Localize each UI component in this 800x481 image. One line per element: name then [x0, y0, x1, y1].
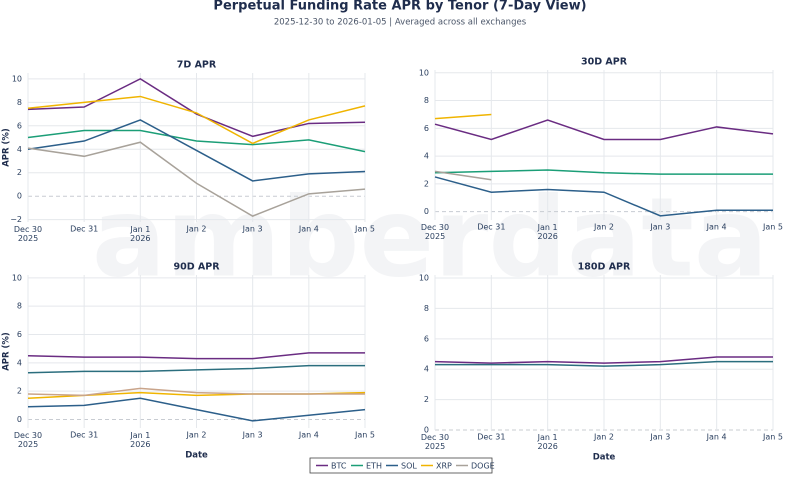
x-tick-label: Jan 4 [706, 433, 727, 442]
legend-label: BTC [331, 462, 347, 471]
x-tick-label: Jan 3 [242, 431, 263, 440]
series-line [434, 170, 492, 181]
y-tick-label: 2 [424, 395, 429, 404]
panel-title: 90D APR [173, 262, 220, 273]
chart-title: Perpetual Funding Rate APR by Tenor (7-D… [213, 0, 586, 14]
y-tick-label: −2 [10, 215, 22, 224]
x-tick-label: Jan 1 2026 [129, 225, 150, 243]
x-tick-label: Jan 4 [706, 223, 727, 232]
y-axis-label: APR (%) [2, 128, 12, 167]
series-line [434, 176, 773, 217]
x-tick-label: Jan 3 [649, 223, 670, 232]
panel-title: 180D APR [578, 262, 631, 273]
y-tick-label: 2 [17, 387, 22, 396]
series-line [27, 119, 366, 182]
y-tick-label: 8 [17, 302, 22, 311]
x-tick-label: Jan 2 [186, 225, 207, 234]
x-tick-label: Dec 31 [70, 431, 98, 440]
x-tick-label: Jan 3 [649, 433, 670, 442]
x-tick-label: Jan 2 [186, 431, 207, 440]
x-tick-label: Jan 4 [298, 431, 319, 440]
legend-label: DOGE [471, 462, 495, 471]
x-tick-label: Jan 5 [354, 225, 375, 234]
series-line [27, 78, 366, 138]
y-tick-label: 4 [424, 152, 429, 161]
x-tick-label: Dec 30 2025 [421, 433, 449, 451]
series-line [27, 95, 366, 145]
y-tick-label: 4 [17, 145, 22, 154]
y-tick-label: 2 [17, 168, 22, 177]
x-tick-label: Jan 4 [298, 225, 319, 234]
y-tick-label: 6 [17, 330, 22, 339]
x-tick-label: Dec 30 2025 [14, 431, 42, 449]
y-tick-label: 0 [424, 207, 429, 216]
series-line [27, 129, 366, 153]
x-tick-label: Jan 1 2026 [129, 431, 150, 449]
y-tick-label: 0 [17, 415, 22, 424]
x-tick-label: Dec 31 [70, 225, 98, 234]
x-tick-label: Jan 2 [593, 223, 614, 232]
y-tick-label: 6 [17, 121, 22, 130]
y-tick-label: 8 [424, 96, 429, 105]
y-axis-label: APR (%) [2, 332, 12, 371]
chart-subtitle: 2025-12-30 to 2026-01-05 | Averaged acro… [274, 18, 527, 28]
x-tick-label: Jan 1 2026 [537, 433, 558, 451]
series-line [434, 119, 774, 141]
y-tick-label: 6 [424, 334, 429, 343]
series-line [27, 364, 365, 374]
x-tick-label: Jan 2 [593, 433, 614, 442]
y-tick-label: 10 [12, 74, 22, 83]
legend-box [309, 457, 493, 474]
y-tick-label: 0 [424, 426, 429, 435]
y-tick-label: 10 [419, 68, 429, 77]
x-tick-label: Jan 3 [242, 225, 263, 234]
y-tick-label: 10 [12, 273, 22, 282]
panel-title: 30D APR [581, 57, 628, 68]
series-line [27, 397, 366, 422]
y-tick-label: 6 [424, 124, 429, 133]
series-line [27, 387, 365, 397]
series-line [435, 360, 773, 367]
series-line [27, 141, 366, 217]
series-line [434, 113, 492, 120]
panel-title: 7D APR [177, 60, 217, 71]
watermark: amberdata [92, 173, 768, 301]
x-tick-label: Dec 30 2025 [14, 225, 42, 243]
x-tick-label: Dec 31 [477, 433, 505, 442]
x-tick-label: Jan 5 [354, 431, 375, 440]
x-tick-label: Dec 31 [477, 223, 505, 232]
x-axis-label: Date [593, 453, 616, 463]
y-tick-label: 2 [424, 179, 429, 188]
y-tick-label: 4 [17, 358, 22, 367]
y-tick-label: 8 [424, 304, 429, 313]
y-tick-label: 8 [17, 98, 22, 107]
x-tick-label: Dec 30 2025 [421, 223, 449, 241]
legend-label: XRP [436, 462, 452, 471]
y-tick-label: 4 [424, 365, 429, 374]
legend-label: ETH [366, 462, 382, 471]
x-axis-label: Date [185, 451, 208, 461]
y-tick-label: 0 [17, 192, 22, 201]
x-tick-label: Jan 1 2026 [537, 223, 558, 241]
x-tick-label: Jan 5 [762, 433, 783, 442]
y-tick-label: 10 [419, 274, 429, 283]
x-tick-label: Jan 5 [762, 223, 783, 232]
series-line [434, 169, 773, 175]
series-line [434, 356, 773, 364]
series-line [27, 352, 365, 360]
legend-label: SOL [401, 462, 417, 471]
